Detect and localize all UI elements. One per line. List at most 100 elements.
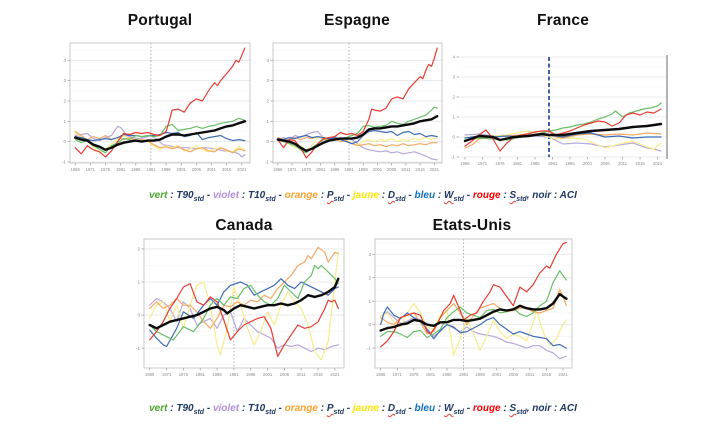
legend-color-word-violet: violet [212, 403, 240, 414]
series-Pstd [74, 130, 246, 154]
svg-text:1976: 1976 [302, 167, 312, 172]
svg-text:4: 4 [63, 58, 66, 63]
svg-text:1996: 1996 [246, 372, 256, 377]
svg-text:1981: 1981 [196, 372, 206, 377]
series-Wstd [464, 132, 662, 139]
svg-text:1991: 1991 [229, 372, 239, 377]
legend-color-word-orange: orange [284, 403, 318, 414]
series-Pstd [149, 246, 339, 329]
svg-text:2006: 2006 [600, 161, 610, 166]
svg-text:4: 4 [266, 58, 269, 63]
series-T90std [277, 106, 438, 154]
legend-separator: - [275, 403, 285, 414]
legend-separator: - [463, 403, 473, 414]
svg-text:2: 2 [137, 247, 140, 252]
svg-text:1: 1 [266, 119, 269, 124]
svg-text:2011: 2011 [525, 372, 535, 377]
series-Sstd [277, 47, 438, 159]
chart-espagne: -1 0 1 2 3 4 1966 1971 1976 1981 1986 1991 1996 2001 2… [259, 39, 447, 178]
legend-color-word-vert: vert [149, 190, 168, 201]
series-Dstd [464, 130, 662, 150]
legend-variable-T10: T10std [247, 190, 276, 203]
legend-colon: : [500, 403, 510, 414]
svg-text:1996: 1996 [359, 167, 369, 172]
svg-text:2001: 2001 [263, 372, 273, 377]
legend-separator: - [463, 190, 473, 201]
svg-text:1996: 1996 [565, 161, 575, 166]
svg-text:2021: 2021 [237, 167, 247, 172]
svg-text:1996: 1996 [161, 167, 171, 172]
series-Pstd [277, 136, 438, 148]
chart-france: -1 0 1 2 3 4 1966 1971 1976 1981 1986 1991 1996 2001 2… [445, 54, 672, 172]
svg-text:-1: -1 [62, 160, 67, 165]
svg-text:2021: 2021 [430, 167, 440, 172]
legend-color-word-rouge: rouge [472, 403, 501, 414]
legend-color-word-bleu: bleu [414, 403, 436, 414]
legend-separator: - [405, 190, 415, 201]
legend-separator: - [204, 190, 213, 201]
legend-color-word-noir: noir [532, 190, 552, 201]
svg-text:1976: 1976 [409, 372, 419, 377]
svg-text:3: 3 [368, 252, 371, 257]
chart-title-canada: Canada [215, 217, 273, 234]
series-Dstd [380, 302, 567, 356]
svg-text:1971: 1971 [393, 372, 403, 377]
svg-text:0: 0 [368, 322, 371, 327]
series-ACI [276, 115, 439, 152]
chart-svg-espagne: -1 0 1 2 3 4 1966 1971 1976 1981 1986 1991 1996 2001 2… [265, 42, 443, 172]
legend-separator: - [405, 403, 415, 414]
svg-text:2: 2 [266, 99, 269, 104]
legend-color-word-orange: orange [284, 190, 318, 201]
legend-line-bottom: vert : T90std - violet : T10std - orange… [0, 403, 726, 416]
legend-separator: , [526, 403, 533, 414]
svg-text:2006: 2006 [387, 167, 397, 172]
legend-variable-D: Dstd [387, 190, 406, 203]
chart-svg-canada: -1 0 1 2 1966 1971 1976 1981 1986 1991 1996 2001 200… [136, 238, 345, 377]
svg-text:-1: -1 [265, 160, 270, 165]
svg-text:2001: 2001 [177, 167, 187, 172]
svg-text:2016: 2016 [542, 372, 552, 377]
svg-text:2001: 2001 [373, 167, 383, 172]
legend-colon: : [551, 403, 560, 414]
series-ACI [74, 120, 246, 151]
svg-text:1981: 1981 [116, 167, 126, 172]
svg-text:2011: 2011 [401, 167, 411, 172]
svg-text:2016: 2016 [222, 167, 232, 172]
legend-colon: : [239, 190, 248, 201]
legend-color-word-noir: noir [532, 403, 552, 414]
legend-colon: : [239, 403, 248, 414]
series-ACI [148, 277, 340, 330]
svg-text:1981: 1981 [316, 167, 326, 172]
svg-text:1: 1 [137, 280, 140, 285]
series-T90std [149, 264, 339, 341]
legend-variable-D: Dstd [387, 403, 406, 416]
chart-title-etats-unis: Etats-Unis [432, 217, 512, 234]
legend-color-word-rouge: rouge [472, 190, 501, 201]
series-Wstd [380, 306, 567, 349]
svg-text:1: 1 [368, 299, 371, 304]
svg-text:2001: 2001 [492, 372, 502, 377]
svg-text:1966: 1966 [376, 372, 386, 377]
series-Dstd [74, 131, 246, 154]
svg-text:1981: 1981 [513, 161, 523, 166]
legend-separator: - [344, 190, 353, 201]
series-Sstd [149, 283, 339, 357]
svg-text:-1: -1 [451, 155, 456, 160]
svg-text:2016: 2016 [415, 167, 425, 172]
legend-colon: : [500, 190, 510, 201]
svg-text:2: 2 [452, 95, 455, 100]
svg-text:3: 3 [452, 75, 455, 80]
legend-colon: : [167, 190, 177, 201]
legend-colon: : [317, 403, 327, 414]
svg-text:2011: 2011 [207, 167, 217, 172]
svg-text:1991: 1991 [344, 167, 354, 172]
svg-text:1966: 1966 [145, 372, 155, 377]
legend-colon: : [551, 190, 560, 201]
svg-text:1966: 1966 [460, 161, 470, 166]
svg-text:1971: 1971 [162, 372, 172, 377]
chart-title-espagne: Espagne [323, 12, 390, 29]
chart-etats-unis: -1 0 1 2 3 1966 1971 1976 1981 1986 1991 1996 2001 20… [361, 235, 577, 383]
chart-svg-france: -1 0 1 2 3 4 1966 1971 1976 1981 1986 1991 1996 2001 2… [451, 55, 668, 166]
svg-text:1976: 1976 [101, 167, 111, 172]
